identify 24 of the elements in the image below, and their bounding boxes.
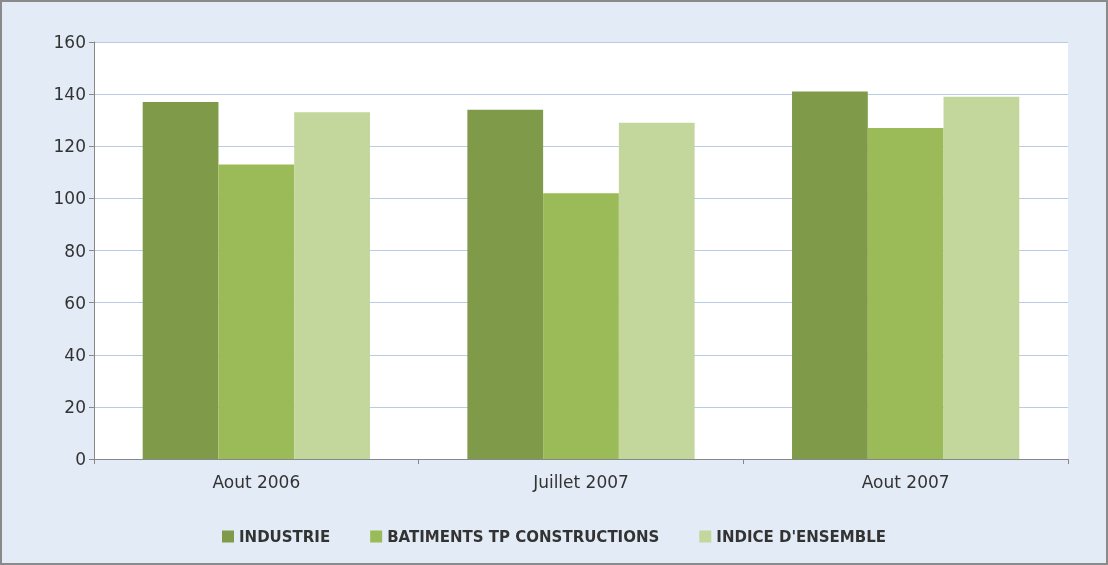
y-tick-label: 120 <box>53 136 86 157</box>
bar <box>218 164 295 459</box>
bar <box>867 128 944 459</box>
bar <box>543 193 619 459</box>
bar <box>943 96 1020 459</box>
y-tick-label: 160 <box>53 32 86 52</box>
x-tick-label: Juillet 2007 <box>532 471 629 492</box>
bar <box>618 122 695 459</box>
y-tick-label: 20 <box>64 396 86 417</box>
x-tick-label: Aout 2006 <box>212 471 301 492</box>
bar <box>294 112 370 459</box>
legend-label: INDICE D'ENSEMBLE <box>716 527 887 546</box>
bar <box>142 101 219 459</box>
bar <box>792 91 868 459</box>
y-tick-label: 140 <box>53 84 86 105</box>
y-tick-label: 100 <box>53 188 86 209</box>
legend-label: INDUSTRIE <box>238 527 331 546</box>
y-tick-label: 80 <box>64 240 86 261</box>
y-tick-label: 60 <box>64 292 86 313</box>
bar <box>467 109 544 459</box>
legend-label: BATIMENTS TP CONSTRUCTIONS <box>387 527 660 546</box>
y-tick-label: 0 <box>75 449 86 469</box>
x-tick-label: Aout 2007 <box>861 471 950 492</box>
y-tick-label: 40 <box>64 344 86 365</box>
